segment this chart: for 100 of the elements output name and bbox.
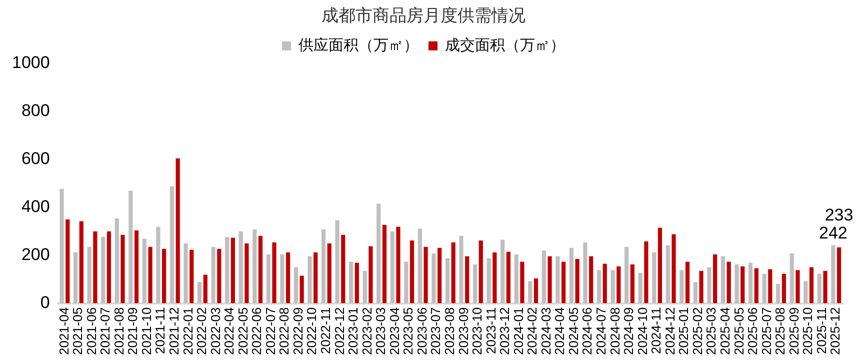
- bar: [314, 252, 318, 304]
- bar: [589, 256, 594, 304]
- bar: [197, 282, 202, 304]
- x-tick-label: 2025-09: [786, 307, 802, 356]
- bar: [101, 236, 106, 304]
- bar: [390, 231, 394, 304]
- bar: [666, 245, 670, 304]
- x-tick-label: 2021-04: [56, 307, 72, 356]
- bar: [776, 284, 780, 304]
- bar: [230, 238, 235, 304]
- bar: [561, 262, 566, 304]
- bar: [410, 240, 414, 304]
- bar: [396, 226, 400, 304]
- bar: [514, 254, 518, 304]
- bar: [244, 243, 249, 304]
- bar: [451, 242, 456, 304]
- bar: [286, 252, 290, 304]
- bar: [87, 246, 92, 304]
- x-tick-label: 2024-02: [524, 307, 540, 356]
- x-tick-label: 2025-04: [717, 307, 732, 356]
- chart-title: 成都市商品房月度供需情况: [322, 6, 526, 25]
- bar: [836, 247, 842, 304]
- bar: [638, 272, 642, 304]
- bar: [327, 243, 332, 304]
- x-tick-label: 2021-05: [70, 307, 86, 356]
- x-tick-label: 2023-06: [414, 307, 430, 356]
- y-tick-label: 600: [21, 149, 50, 168]
- y-tick-label: 200: [21, 245, 50, 264]
- x-tick-label: 2023-12: [497, 307, 512, 356]
- bar: [335, 220, 340, 304]
- bar: [272, 242, 276, 304]
- bar: [548, 256, 552, 304]
- bar: [652, 252, 656, 304]
- x-tick-label: 2024-10: [634, 307, 650, 356]
- x-tick-label: 2024-11: [648, 307, 664, 354]
- bar: [720, 256, 726, 304]
- x-tick-label: 2021-09: [125, 307, 140, 356]
- x-tick-label: 2022-05: [235, 307, 250, 356]
- bar: [478, 240, 483, 304]
- bar: [492, 252, 497, 304]
- bar: [134, 230, 139, 304]
- bar: [804, 281, 808, 304]
- x-tick-label: 2023-07: [428, 307, 444, 356]
- bar: [528, 281, 532, 304]
- bar: [258, 236, 263, 304]
- bar: [424, 246, 428, 304]
- bar: [148, 246, 152, 304]
- bar: [120, 234, 125, 304]
- x-tick-label: 2025-12: [828, 307, 843, 356]
- bar: [266, 254, 270, 304]
- x-tick-label: 2022-01: [180, 307, 196, 356]
- x-tick-label: 2024-04: [552, 307, 568, 356]
- x-tick-label: 2023-10: [470, 307, 485, 356]
- bar: [106, 231, 112, 304]
- bar: [583, 242, 588, 304]
- bar: [321, 229, 326, 304]
- x-tick-label: 2022-02: [194, 307, 210, 356]
- bar: [60, 188, 64, 304]
- x-tick-label: 2022-11: [318, 307, 334, 354]
- bar: [74, 252, 78, 304]
- bar: [203, 274, 208, 304]
- bar: [500, 240, 505, 304]
- x-tick-label: 2025-07: [758, 307, 774, 356]
- bar: [176, 158, 180, 304]
- bar: [699, 270, 704, 304]
- bar: [596, 270, 602, 304]
- x-tick-label: 2025-11: [814, 307, 829, 354]
- x-tick-label: 2023-05: [400, 307, 416, 356]
- x-tick-label: 2022-09: [290, 307, 306, 356]
- bar: [693, 282, 698, 304]
- x-tick-label: 2024-09: [621, 307, 636, 356]
- bar: [624, 246, 629, 304]
- bar: [142, 238, 146, 304]
- bar: [362, 270, 367, 304]
- x-tick-label: 2022-03: [208, 307, 223, 356]
- x-tick-label: 2025-08: [772, 307, 788, 356]
- bar: [300, 276, 304, 304]
- bar: [658, 228, 662, 304]
- y-tick-label: 1000: [12, 53, 50, 72]
- y-tick-label: 0: [40, 292, 50, 312]
- bar: [506, 252, 510, 304]
- x-tick-label: 2024-01: [510, 307, 526, 356]
- bar: [644, 241, 648, 304]
- bar: [817, 274, 822, 304]
- bar: [79, 221, 84, 304]
- bar: [341, 234, 346, 304]
- bar: [486, 258, 491, 304]
- legend-label: 成交面积（万㎡）: [445, 37, 565, 54]
- bar: [630, 264, 634, 304]
- bar: [128, 190, 133, 304]
- bar: [170, 186, 174, 304]
- x-tick-label: 2024-07: [594, 307, 609, 356]
- x-tick-label: 2022-06: [249, 307, 264, 356]
- x-tick-label: 2021-07: [98, 307, 113, 356]
- bar: [294, 267, 298, 304]
- bar: [754, 268, 758, 304]
- bar: [280, 254, 284, 304]
- data-label: 242: [819, 223, 848, 242]
- x-tick-label: 2025-03: [704, 307, 719, 356]
- bar: [465, 256, 470, 304]
